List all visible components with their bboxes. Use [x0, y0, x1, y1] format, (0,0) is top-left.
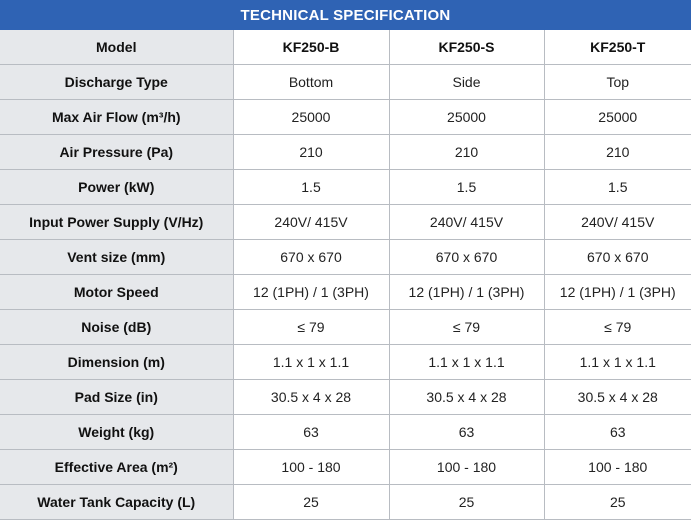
value-cell: 25: [389, 484, 545, 520]
row-label: Air Pressure (Pa): [0, 134, 234, 170]
value-cell: 1.5: [389, 169, 545, 205]
value-cell: 1.1 x 1 x 1.1: [233, 344, 390, 380]
value-cell: 1.1 x 1 x 1.1: [389, 344, 545, 380]
row-label: Max Air Flow (m³/h): [0, 99, 234, 135]
value-cell: 1.5: [544, 169, 691, 205]
value-cell: 670 x 670: [389, 239, 545, 275]
value-cell: 210: [544, 134, 691, 170]
value-cell: Side: [389, 64, 545, 100]
spec-title: TECHNICAL SPECIFICATION: [0, 0, 691, 30]
spec-row: Effective Area (m²) 100 - 180 100 - 180 100…: [0, 449, 691, 485]
value-cell: 240V/ 415V: [389, 204, 545, 240]
value-cell: 63: [233, 414, 390, 450]
value-cell: 12 (1PH) / 1 (3PH): [389, 274, 545, 310]
value-cell: Bottom: [233, 64, 390, 100]
value-cell: 670 x 670: [233, 239, 390, 275]
value-cell: 100 - 180: [544, 449, 691, 485]
value-cell: 1.1 x 1 x 1.1: [544, 344, 691, 380]
value-cell: 25: [544, 484, 691, 520]
value-cell: ≤ 79: [389, 309, 545, 345]
row-label: Water Tank Capacity (L): [0, 484, 234, 520]
value-cell: ≤ 79: [544, 309, 691, 345]
spec-row: Vent size (mm) 670 x 670 670 x 670 670 x 67…: [0, 239, 691, 275]
spec-row: Discharge Type Bottom Side Top: [0, 64, 691, 100]
value-cell: 30.5 x 4 x 28: [389, 379, 545, 415]
row-label: Discharge Type: [0, 64, 234, 100]
value-cell: Top: [544, 64, 691, 100]
value-cell: 12 (1PH) / 1 (3PH): [544, 274, 691, 310]
row-label: Power (kW): [0, 169, 234, 205]
value-cell: 30.5 x 4 x 28: [544, 379, 691, 415]
value-cell: 240V/ 415V: [233, 204, 390, 240]
row-label: Effective Area (m²): [0, 449, 234, 485]
spec-row: Dimension (m) 1.1 x 1 x 1.1 1.1 x 1 x 1.1 1…: [0, 344, 691, 380]
spec-table: Model KF250-B KF250-S KF250-T Discharge Type…: [0, 30, 691, 520]
header-row: Model KF250-B KF250-S KF250-T: [0, 30, 691, 65]
row-label: Input Power Supply (V/Hz): [0, 204, 234, 240]
row-label: Pad Size (in): [0, 379, 234, 415]
model-header-cell: KF250-B: [233, 30, 390, 65]
value-cell: 25000: [233, 99, 390, 135]
value-cell: ≤ 79: [233, 309, 390, 345]
model-header-cell: KF250-S: [389, 30, 545, 65]
value-cell: 12 (1PH) / 1 (3PH): [233, 274, 390, 310]
spec-row: Weight (kg) 63 63 63: [0, 414, 691, 450]
value-cell: 210: [389, 134, 545, 170]
spec-row: Noise (dB) ≤ 79 ≤ 79 ≤ 79: [0, 309, 691, 345]
value-cell: 1.5: [233, 169, 390, 205]
spec-table-body: Model KF250-B KF250-S KF250-T Discharge Type…: [0, 30, 691, 520]
spec-row: Motor Speed 12 (1PH) / 1 (3PH) 12 (1PH) / …: [0, 274, 691, 310]
row-label: Noise (dB): [0, 309, 234, 345]
spec-row: Input Power Supply (V/Hz) 240V/ 415V 240V/…: [0, 204, 691, 240]
value-cell: 63: [389, 414, 545, 450]
value-cell: 30.5 x 4 x 28: [233, 379, 390, 415]
spec-row: Air Pressure (Pa) 210 210 210: [0, 134, 691, 170]
value-cell: 25000: [389, 99, 545, 135]
value-cell: 25: [233, 484, 390, 520]
value-cell: 25000: [544, 99, 691, 135]
row-label: Motor Speed: [0, 274, 234, 310]
value-cell: 670 x 670: [544, 239, 691, 275]
value-cell: 63: [544, 414, 691, 450]
row-label: Dimension (m): [0, 344, 234, 380]
row-label: Vent size (mm): [0, 239, 234, 275]
model-header-cell: KF250-T: [544, 30, 691, 65]
value-cell: 100 - 180: [233, 449, 390, 485]
spec-row: Water Tank Capacity (L) 25 25 25: [0, 484, 691, 520]
row-label: Weight (kg): [0, 414, 234, 450]
spec-row: Max Air Flow (m³/h) 25000 25000 25000: [0, 99, 691, 135]
value-cell: 100 - 180: [389, 449, 545, 485]
spec-row: Pad Size (in) 30.5 x 4 x 28 30.5 x 4 x 28 3…: [0, 379, 691, 415]
row-label: Model: [0, 30, 234, 65]
spec-row: Power (kW) 1.5 1.5 1.5: [0, 169, 691, 205]
value-cell: 240V/ 415V: [544, 204, 691, 240]
value-cell: 210: [233, 134, 390, 170]
